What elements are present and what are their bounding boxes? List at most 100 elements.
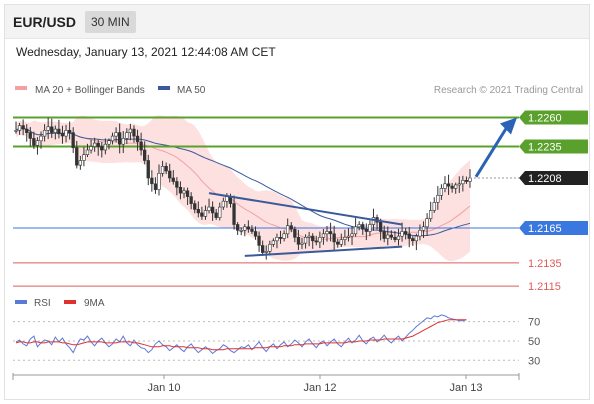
candle-body [25, 128, 29, 133]
candle-body [107, 140, 111, 145]
candle-body [253, 231, 258, 237]
candle-body [182, 190, 186, 194]
candle-body [386, 234, 390, 239]
candle-body [346, 235, 351, 238]
rsi-ma-line [15, 319, 467, 351]
candle-body [139, 141, 143, 151]
candle-body [260, 245, 265, 253]
datetime-label: Wednesday, January 13, 2021 12:44:08 AM … [16, 45, 276, 59]
candle-body [275, 237, 279, 242]
candle-body [418, 230, 422, 237]
candle-body [39, 135, 43, 142]
resistance-level-label: 1.2235 [528, 142, 562, 154]
candle-body [400, 231, 404, 237]
candle-body [200, 212, 204, 217]
rsi-tick-label: 50 [528, 336, 540, 348]
candle-body [168, 170, 172, 179]
candle-body [421, 226, 426, 231]
bollinger-band [16, 115, 470, 262]
candle-body [453, 184, 458, 189]
ma50-line [15, 127, 471, 237]
candle-body [468, 177, 472, 182]
candle-body [171, 177, 175, 182]
resistance-level-tag [519, 139, 588, 154]
legend-rsi: RSI [15, 298, 51, 309]
candle-body [196, 209, 201, 214]
candles [14, 117, 472, 260]
candle-body [443, 183, 447, 189]
candle-body [389, 234, 394, 238]
candle-body [282, 233, 286, 239]
candle-body [135, 135, 140, 143]
ma50-legend-label: MA 50 [177, 85, 206, 96]
candle-body [368, 224, 372, 232]
candle-body [125, 132, 129, 139]
candle-body [225, 196, 229, 202]
chart-header: EUR/USD 30 MIN [5, 5, 589, 39]
candle-body [318, 237, 322, 243]
candle-body [103, 143, 108, 151]
candle-body [17, 125, 22, 131]
chart-widget: EUR/USD 30 MIN Wednesday, January 13, 20… [4, 4, 590, 400]
candle-body [403, 231, 408, 235]
candle-body [264, 251, 268, 253]
candle-body [325, 231, 329, 235]
candle-body [221, 200, 226, 208]
candle-body [150, 177, 154, 185]
candle-body [450, 185, 454, 189]
last-price-tag [519, 170, 588, 185]
timeframe-button[interactable]: 30 MIN [85, 11, 136, 33]
candle-body [75, 147, 79, 166]
rsi-tick-label: 30 [528, 355, 540, 367]
candle-body [446, 183, 451, 187]
symbol-label: EUR/USD [13, 14, 77, 30]
resistance-level-label: 1.2260 [528, 112, 562, 124]
candle-body [214, 212, 218, 218]
candle-body [100, 146, 104, 151]
candle-body [414, 235, 419, 242]
candle-body [457, 183, 461, 186]
legend-rsi-ma: 9MA [64, 298, 105, 309]
candle-body [357, 224, 361, 228]
candle-body [339, 239, 343, 245]
candle-body [303, 237, 308, 244]
candle-body [143, 149, 147, 161]
rsi-ma-legend-swatch [64, 300, 76, 304]
candle-body [175, 181, 179, 188]
annotations: 1.2208 [208, 117, 588, 257]
credit-label: Research © 2021 Trading Central [434, 85, 583, 96]
candle-body [164, 166, 168, 172]
candle-body [239, 230, 243, 232]
candle-body [64, 130, 68, 137]
candle-body [321, 233, 326, 238]
support-level-label: 1.2135 [528, 258, 562, 270]
candle-body [32, 138, 36, 146]
candle-body [178, 187, 183, 194]
ma50-legend-swatch [158, 86, 170, 90]
candle-body [432, 202, 436, 211]
candle-body [110, 135, 115, 142]
rsi-ma-legend-label: 9MA [84, 298, 105, 309]
rsi-line [15, 314, 467, 355]
candle-body [436, 195, 440, 203]
candle-body [411, 238, 415, 242]
candle-body [57, 128, 61, 135]
legend-ma20: MA 20 + Bollinger Bands [15, 85, 145, 96]
candle-body [128, 128, 133, 133]
candle-body [425, 218, 429, 228]
candle-body [364, 228, 369, 232]
ma20-legend-label: MA 20 + Bollinger Bands [35, 85, 145, 96]
time-tick-label: Jan 12 [303, 382, 336, 394]
candle-body [207, 206, 211, 211]
candle-body [28, 132, 32, 139]
last-price-label: 1.2208 [528, 173, 562, 185]
candle-body [378, 221, 383, 232]
candle-body [314, 240, 318, 243]
candle-body [428, 210, 433, 219]
time-tick-label: Jan 13 [449, 382, 482, 394]
resistance-level-tag [519, 110, 588, 125]
candle-body [193, 203, 197, 210]
moving-averages [15, 127, 471, 240]
candle-body [218, 206, 222, 218]
candle-body [153, 183, 158, 190]
